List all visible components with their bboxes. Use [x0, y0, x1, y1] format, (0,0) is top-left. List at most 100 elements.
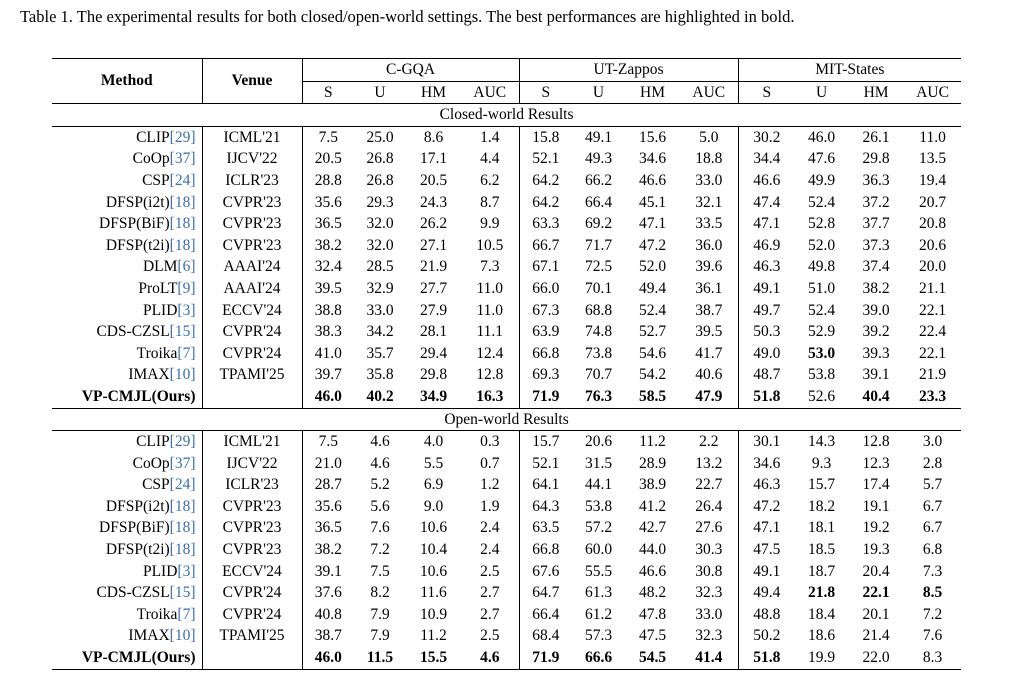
value-cell: 8.6 [423, 128, 444, 146]
value-cell: 4.4 [461, 148, 520, 170]
value-cell: 7.5 [318, 128, 338, 146]
value-cell: 27.9 [419, 301, 448, 319]
citation-link[interactable]: [15] [169, 584, 196, 602]
value-cell: 33.0 [366, 301, 394, 319]
value-cell: 26.8 [366, 150, 394, 168]
value-cell: 51.0 [808, 279, 836, 297]
value-cell: 49.3 [584, 150, 613, 168]
value-cell: 52.0 [808, 236, 836, 254]
method-cell: CoOp[37] [52, 452, 203, 475]
citation-link[interactable]: [18] [169, 519, 196, 537]
value-cell: 26.8 [366, 171, 394, 189]
metric-header-cell: S [519, 81, 573, 105]
citation-link[interactable]: [18] [169, 236, 196, 254]
value-cell: 11.2 [639, 433, 666, 451]
method-name: ProLT [138, 279, 178, 297]
citation-link[interactable]: [10] [169, 366, 196, 384]
value-cell: 41.2 [638, 497, 667, 515]
citation-link[interactable]: [24] [169, 171, 196, 189]
metric-header-cell: U [795, 81, 849, 105]
value-cell: 18.1 [808, 519, 836, 537]
value-cell: 64.2 [532, 171, 560, 189]
value-cell: 41.0 [314, 344, 342, 362]
citation-link[interactable]: [10] [169, 627, 196, 645]
table-caption: Table 1. The experimental results for bo… [20, 7, 795, 26]
citation-link[interactable]: [24] [169, 476, 196, 494]
value-cell: 20.6 [919, 236, 947, 254]
citation-link[interactable]: [29] [169, 433, 196, 451]
value-cell: 38.8 [314, 301, 342, 319]
citation-link[interactable]: [15] [169, 323, 196, 341]
value-cell: 52.4 [808, 301, 836, 319]
value-cell: 10.9 [419, 605, 448, 623]
value-cell: 34.4 [753, 150, 781, 168]
value-cell: 67.3 [532, 301, 560, 319]
citation-link[interactable]: [18] [169, 541, 196, 559]
value-cell: 21.9 [919, 366, 947, 384]
value-cell: 34.9 [419, 387, 448, 405]
citation-link[interactable]: [9] [177, 279, 196, 297]
value-cell: 11.0 [461, 299, 520, 322]
value-cell: 24.3 [419, 193, 448, 211]
method-cell: DFSP(t2i)[18] [52, 539, 203, 561]
value-cell: 15.5 [419, 649, 448, 667]
value-cell: 9.0 [423, 497, 444, 515]
value-cell: 18.6 [808, 627, 836, 645]
value-cell: 4.6 [461, 647, 520, 670]
value-cell: 11.2 [420, 627, 447, 645]
value-cell: 47.2 [638, 236, 667, 254]
value-cell: 7.3 [922, 562, 943, 580]
value-cell: 30.2 [753, 128, 781, 146]
value-cell: 31.5 [584, 454, 613, 472]
citation-link[interactable]: [3] [177, 301, 196, 319]
value-cell: 12.3 [862, 454, 890, 472]
value-cell: 10.6 [419, 562, 448, 580]
value-cell: 38.2 [314, 541, 342, 559]
table-row: PLID[3] ECCV'24 39.1 7.5 10.6 2.5 67.6 55.5 46.6… [52, 560, 961, 583]
citation-link[interactable]: [7] [177, 344, 196, 362]
citation-link[interactable]: [37] [169, 150, 196, 168]
value-cell: 15.6 [638, 128, 667, 146]
method-name: CoOp [132, 454, 170, 472]
venue-cell: CVPR'24 [202, 342, 303, 365]
citation-link[interactable]: [3] [177, 562, 196, 580]
venue-cell: IJCV'22 [202, 452, 303, 475]
value-cell: 32.0 [366, 236, 394, 254]
method-name: CDS-CZSL [96, 323, 170, 341]
header-group-utzappos: UT-Zappos [519, 58, 739, 82]
value-cell: 2.8 [922, 454, 943, 472]
citation-link[interactable]: [37] [169, 454, 196, 472]
value-cell: 25.0 [366, 128, 394, 146]
citation-link[interactable]: [18] [169, 193, 196, 211]
value-cell: 17.1 [419, 150, 448, 168]
venue-cell: AAAI'24 [202, 277, 303, 300]
value-cell: 20.6 [584, 433, 613, 451]
value-cell: 15.8 [532, 128, 560, 146]
method-name: CLIP [136, 433, 170, 451]
value-cell: 37.3 [862, 236, 890, 254]
value-cell: 20.5 [419, 171, 448, 189]
metric-header-cell: S [738, 81, 796, 105]
value-cell: 48.7 [753, 366, 781, 384]
method-name: CDS-CZSL [96, 584, 170, 602]
value-cell: 32.3 [680, 582, 739, 604]
value-cell: 23.3 [919, 387, 947, 405]
section-title: Closed-world Results [52, 103, 962, 127]
value-cell: 72.5 [584, 258, 613, 276]
citation-link[interactable]: [7] [177, 605, 196, 623]
citation-link[interactable]: [6] [177, 258, 196, 276]
value-cell: 66.0 [532, 279, 560, 297]
value-cell: 7.9 [370, 605, 390, 623]
value-cell: 73.8 [584, 344, 613, 362]
value-cell: 47.1 [638, 215, 667, 233]
method-cell: VP-CMJL(Ours) [52, 385, 203, 408]
value-cell: 10.4 [419, 541, 448, 559]
citation-link[interactable]: [18] [169, 215, 196, 233]
table-row: DLM[6] AAAI'24 32.4 28.5 21.9 7.3 67.1 72.5 52.0… [52, 256, 961, 278]
value-cell: 71.7 [584, 236, 613, 254]
value-cell: 53.8 [808, 366, 836, 384]
citation-link[interactable]: [18] [169, 497, 196, 515]
value-cell: 8.5 [922, 584, 943, 602]
citation-link[interactable]: [29] [169, 128, 196, 146]
value-cell: 28.5 [366, 258, 394, 276]
